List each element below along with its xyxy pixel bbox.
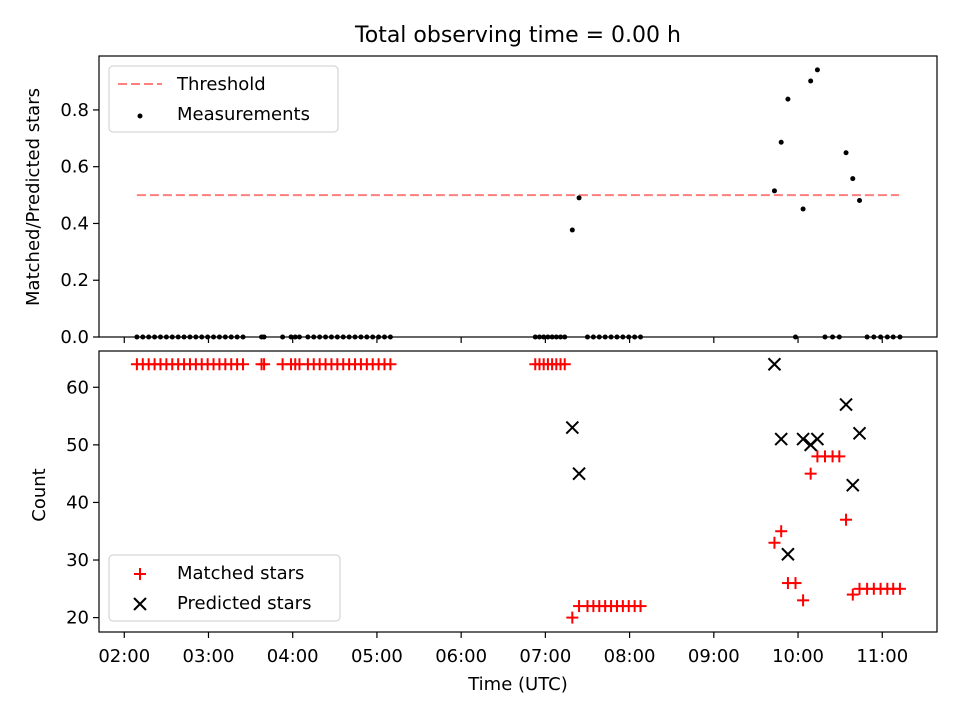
x-tick-label: 07:00 xyxy=(519,646,571,667)
matched-star-point xyxy=(237,358,250,371)
bottom-y-tick-label: 50 xyxy=(66,435,89,456)
matched-star-point xyxy=(566,611,579,624)
predicted-star-point xyxy=(774,432,788,446)
matched-star-point xyxy=(846,588,859,601)
x-tick-label: 04:00 xyxy=(267,646,319,667)
predicted-star-point xyxy=(781,547,795,561)
top-legend-box xyxy=(108,65,339,133)
matched-star-point xyxy=(833,450,846,463)
bottom-y-tick-label: 20 xyxy=(66,608,89,629)
measurement-point xyxy=(800,206,806,212)
x-tick-label: 03:00 xyxy=(183,646,235,667)
matched-star-point xyxy=(840,513,853,526)
x-tick-label: 02:00 xyxy=(98,646,150,667)
matched-legend-swatch xyxy=(134,568,146,580)
x-tick-label: 08:00 xyxy=(604,646,656,667)
matched-star-point xyxy=(804,467,817,480)
bottom-y-tick-label: 40 xyxy=(66,492,89,513)
bottom-y-ticks: 20 30 40 50 60 xyxy=(66,377,99,629)
top-y-axis-label: Matched/Predicted stars xyxy=(23,88,44,306)
measurement-point xyxy=(576,195,582,201)
top-legend: Threshold Measurements xyxy=(108,65,339,133)
legend-measurements-label: Measurements xyxy=(177,104,310,125)
bottom-legend-box xyxy=(108,554,341,622)
bottom-plot-area xyxy=(130,357,906,624)
bottom-y-tick-label: 60 xyxy=(66,377,89,398)
top-y-tick-label: 0.8 xyxy=(60,100,89,121)
top-y-tick-label: 0.4 xyxy=(60,213,89,234)
measurements-legend-swatch xyxy=(137,113,143,119)
predicted-star-point xyxy=(852,426,867,441)
measurement-point xyxy=(785,96,791,102)
bottom-x-ticks: 02:00 03:00 04:00 05:00 06:00 07:00 08:00 09:00… xyxy=(98,632,908,667)
predicted-star-point xyxy=(796,432,810,446)
top-y-tick-label: 0.0 xyxy=(60,327,89,348)
x-tick-label: 10:00 xyxy=(772,646,824,667)
top-panel: 0.00.20.40.60.8 Matched/Predicted stars … xyxy=(23,55,938,348)
x-tick-label: 05:00 xyxy=(351,646,403,667)
top-y-tick-label: 0.2 xyxy=(60,270,89,291)
bottom-legend: Matched stars Predicted stars xyxy=(108,554,341,622)
predicted-star-point xyxy=(565,420,580,435)
measurement-point xyxy=(808,78,814,84)
predicted-star-point xyxy=(572,466,586,481)
top-axes-frame xyxy=(98,55,938,338)
matched-star-point xyxy=(384,358,397,371)
top-y-ticks: 0.0 0.2 0.4 0.6 0.8 xyxy=(60,100,99,348)
matched-star-point xyxy=(558,358,571,371)
matched-star-point xyxy=(893,582,906,595)
measurement-point xyxy=(814,67,820,73)
bottom-axes-frame xyxy=(98,350,938,633)
predicted-star-point xyxy=(810,432,825,446)
predicted-legend-swatch xyxy=(133,597,147,611)
predicted-star-point xyxy=(839,397,853,412)
predicted-star-point xyxy=(846,478,860,492)
bottom-y-tick-label: 30 xyxy=(66,550,89,571)
top-x-ticks xyxy=(123,337,883,343)
legend-threshold-label: Threshold xyxy=(176,74,266,95)
x-axis-label: Time (UTC) xyxy=(467,674,568,695)
x-tick-label: 11:00 xyxy=(856,646,908,667)
bottom-panel: 20 30 40 50 60 02:00 03:00 04:00 05:00 06:00 07:0… xyxy=(29,350,938,695)
measurement-point xyxy=(857,197,863,203)
legend-matched-label: Matched stars xyxy=(177,563,304,584)
measurement-point xyxy=(569,227,575,233)
matched-star-point xyxy=(797,594,810,607)
measurement-point xyxy=(850,176,856,182)
measurement-point xyxy=(771,188,777,194)
matched-star-point xyxy=(789,577,802,590)
chart-title: Total observing time = 0.00 h xyxy=(354,23,681,48)
top-y-tick-label: 0.6 xyxy=(60,157,89,178)
matched-star-point xyxy=(258,358,271,371)
legend-predicted-label: Predicted stars xyxy=(177,593,311,614)
matched-star-point xyxy=(768,536,781,549)
measurement-point xyxy=(843,150,849,156)
x-tick-label: 09:00 xyxy=(688,646,740,667)
x-tick-label: 06:00 xyxy=(435,646,487,667)
predicted-star-point xyxy=(767,357,782,371)
measurement-point xyxy=(778,139,784,145)
bottom-y-axis-label: Count xyxy=(29,468,50,521)
matched-star-point xyxy=(634,600,647,613)
matched-star-point xyxy=(775,525,788,538)
